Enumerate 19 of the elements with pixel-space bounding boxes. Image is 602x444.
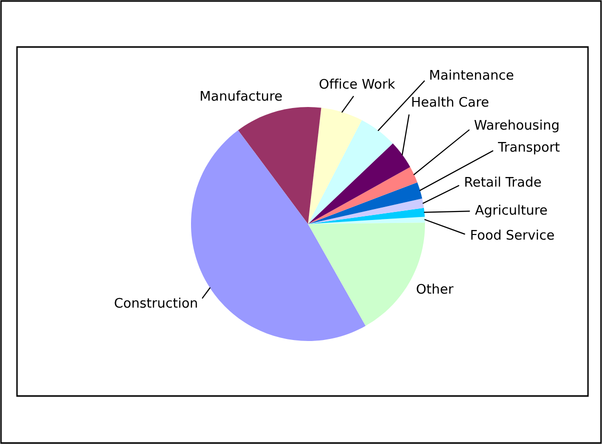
slice-label: Office Work [320, 78, 396, 89]
slice-label: Food Service [471, 230, 554, 240]
pie-slice [308, 143, 410, 224]
pie-slice [308, 208, 425, 224]
slice-label: Warehousing [474, 120, 558, 132]
slice-label: Manufacture [200, 90, 282, 101]
pie-slice [308, 198, 424, 224]
pie-slice [308, 120, 393, 224]
slice-label: Retail Trade [465, 176, 541, 187]
slice-label: Maintenance [430, 70, 514, 80]
slice-label: Other [416, 284, 454, 294]
pie-slice [308, 167, 418, 224]
slice-label: Agriculture [475, 204, 547, 218]
slice-label: Health Care [412, 96, 488, 107]
pie-slice [238, 107, 322, 224]
pie-slice [308, 182, 422, 224]
slice-label: Transport [498, 142, 560, 154]
slice-label: Construction [114, 298, 197, 308]
pie-slice [308, 108, 362, 224]
